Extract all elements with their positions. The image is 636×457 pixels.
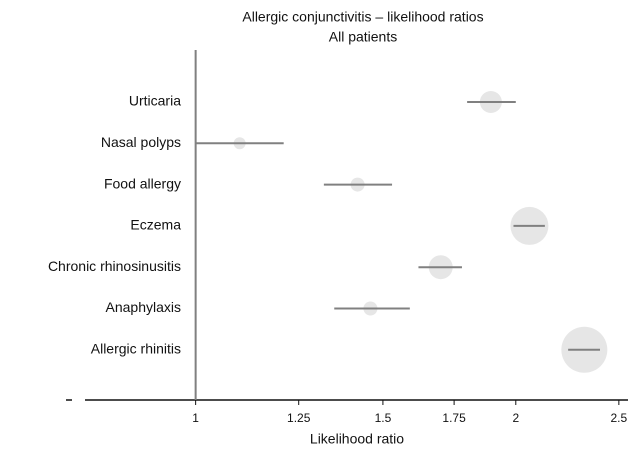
x-tick-label: 2.5 bbox=[611, 411, 628, 425]
chart-subtitle: All patients bbox=[329, 29, 397, 45]
x-tick-label: 1 bbox=[192, 411, 199, 425]
x-axis-label: Likelihood ratio bbox=[310, 431, 404, 447]
x-tick-label: 1.75 bbox=[442, 411, 466, 425]
category-label: Nasal polyps bbox=[101, 134, 181, 150]
x-tick-label: 1.25 bbox=[287, 411, 311, 425]
category-label: Anaphylaxis bbox=[106, 299, 182, 315]
x-tick-label: 1.5 bbox=[375, 411, 392, 425]
category-label: Chronic rhinosinusitis bbox=[48, 258, 181, 274]
category-label: Eczema bbox=[130, 217, 181, 233]
x-tick-label: 2 bbox=[512, 411, 519, 425]
category-label: Food allergy bbox=[104, 175, 181, 191]
chart-title: Allergic conjunctivitis – likelihood rat… bbox=[242, 9, 483, 25]
category-label: Allergic rhinitis bbox=[91, 341, 181, 357]
category-label: Urticaria bbox=[129, 93, 181, 109]
